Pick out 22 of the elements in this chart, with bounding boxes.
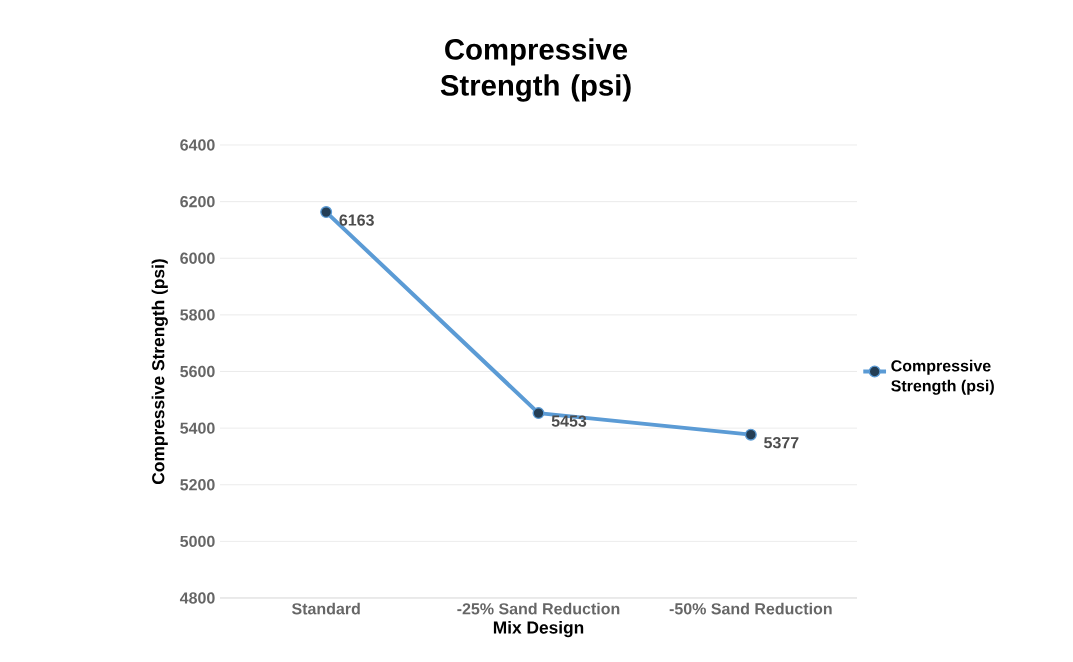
y-tick-label: 5000 — [180, 535, 215, 548]
x-tick-label: -25% Sand Reduction — [457, 602, 620, 615]
y-tick-label: 6200 — [180, 195, 215, 208]
legend-label: Compressive Strength (psi) — [891, 359, 994, 395]
y-tick-label: 5400 — [180, 422, 215, 434]
point — [744, 428, 757, 441]
data-label: 5453 — [551, 415, 587, 427]
x-axis-title: Mix Design — [493, 620, 584, 638]
chart-title: Compressive Strength (psi) — [440, 38, 631, 102]
point — [320, 206, 333, 219]
x-tick-label: Standard — [291, 602, 360, 615]
data-label: 5377 — [764, 436, 799, 449]
y-tick-label: 5200 — [180, 479, 215, 491]
point — [532, 407, 545, 420]
x-tick-label: -50% Sand Reduction — [669, 602, 832, 615]
y-tick-label: 6400 — [180, 139, 215, 151]
data-label: 6163 — [339, 214, 374, 226]
y-tick-label: 6000 — [180, 252, 215, 264]
y-axis-title: Compressive Strength (psi) — [151, 259, 168, 484]
y-tick-label: 5600 — [180, 365, 215, 378]
y-tick-label: 5800 — [180, 309, 215, 321]
y-tick-label: 4800 — [179, 592, 215, 604]
